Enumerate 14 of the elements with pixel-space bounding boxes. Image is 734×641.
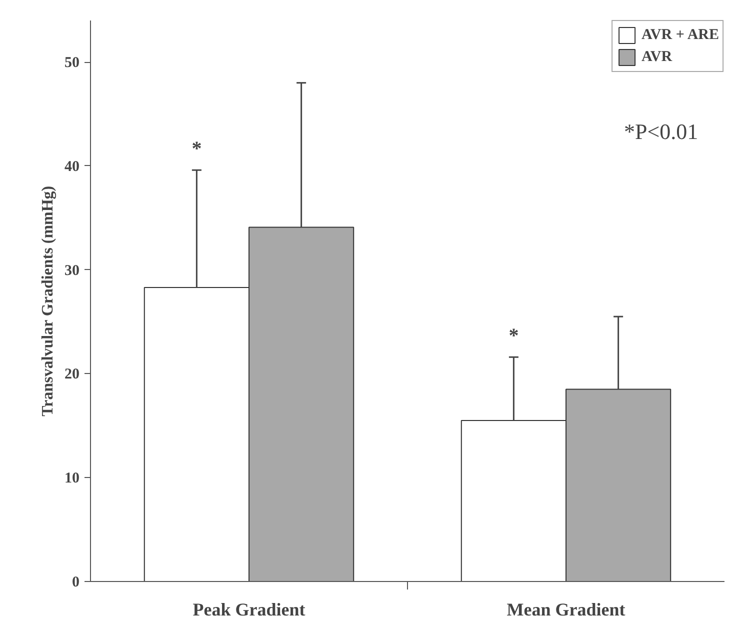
x-tick-label: Mean Gradient [506, 600, 626, 620]
x-tick-label: Peak Gradient [192, 600, 306, 620]
legend-label: AVR [642, 48, 672, 66]
annotation: * [508, 325, 519, 348]
legend-label: AVR + ARE [642, 26, 719, 44]
y-axis-title: Transvalvular Gradients (mmHg) [40, 186, 56, 416]
y-tick-label: 30 [64, 262, 80, 279]
annotation: * [192, 138, 202, 160]
y-tick-label: 20 [64, 366, 80, 383]
y-tick-label: 10 [64, 470, 80, 487]
annotation: *P<0.01 [624, 118, 698, 144]
y-tick-label: 0 [72, 574, 80, 590]
y-tick-label: 50 [64, 55, 80, 72]
y-tick-label: 40 [64, 158, 80, 175]
